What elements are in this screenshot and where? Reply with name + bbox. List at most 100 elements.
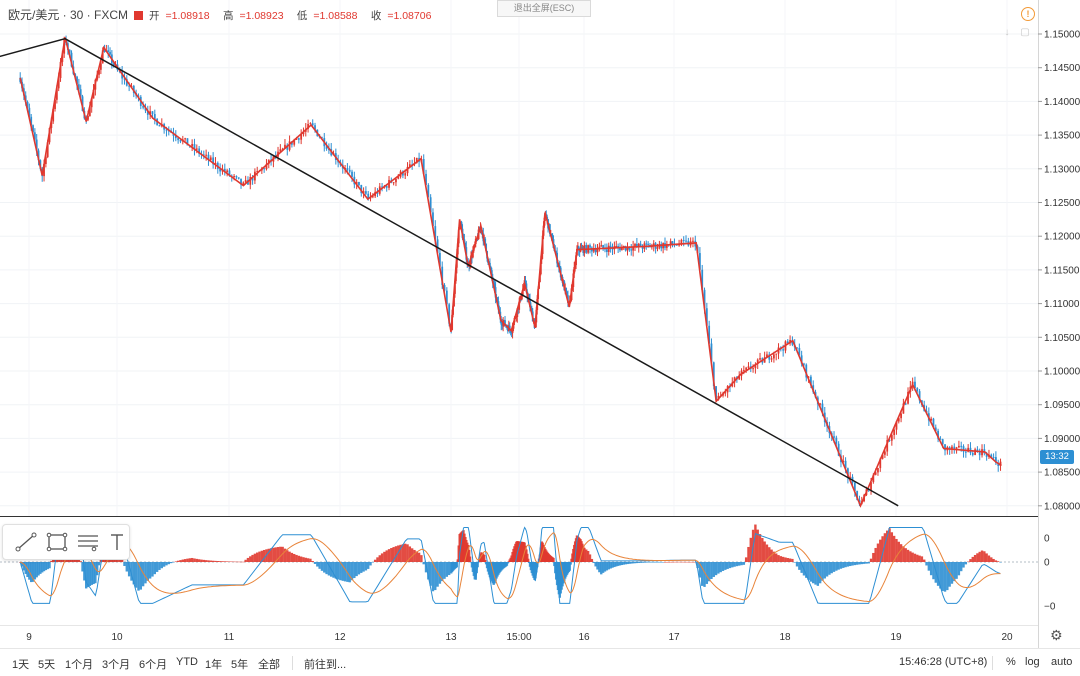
price-chart[interactable]: 1.15000 1.14500 1.14000 1.13500 1.13000 1.125… (0, 0, 1080, 648)
macd-histogram-bar (153, 562, 156, 575)
macd-histogram-bar (85, 562, 88, 589)
candle-body (448, 304, 451, 324)
candle-body (626, 246, 629, 251)
download-icon[interactable]: ↓ (1004, 27, 1010, 38)
exit-fullscreen-button[interactable]: 退出全屏(ESC) (497, 0, 591, 17)
range-1m[interactable]: 1个月 (65, 659, 94, 671)
macd-histogram-bar (380, 553, 384, 562)
candle-body (325, 146, 328, 149)
log-toggle[interactable]: log (1025, 656, 1040, 668)
macd-histogram-bar (258, 551, 261, 562)
candle-body (314, 125, 316, 130)
candle-body (493, 283, 496, 288)
candle-body (376, 191, 379, 194)
range-all[interactable]: 全部 (258, 659, 280, 671)
indicator-tick-label: 0 (1044, 534, 1050, 545)
candle-body (617, 246, 620, 248)
macd-histogram-bar (207, 560, 210, 562)
percent-toggle[interactable]: % (1006, 656, 1016, 668)
candle-body (675, 244, 678, 246)
macd-histogram-bar (620, 562, 624, 566)
candle-body (589, 245, 591, 248)
flag-icon[interactable] (134, 11, 144, 20)
candle-body (810, 376, 812, 386)
candle-body (263, 168, 266, 170)
macd-histogram-bar (320, 562, 324, 571)
candle-body (186, 138, 189, 146)
candle-body (849, 476, 852, 478)
macd-histogram-bar (190, 557, 194, 562)
price-tick-label: 1.11000 (1044, 299, 1080, 310)
macd-histogram-bar (436, 562, 439, 587)
macd-histogram-bar (123, 562, 126, 566)
macd-histogram-bar (350, 562, 354, 581)
macd-histogram-bar (886, 530, 889, 562)
candle-body (872, 474, 875, 483)
macd-histogram-bar (927, 562, 931, 571)
macd-histogram-bar (703, 562, 706, 587)
rectangle-tool-icon[interactable] (44, 530, 70, 554)
fib-tool-icon[interactable] (75, 530, 101, 554)
candle-body (242, 182, 245, 185)
candle-body (515, 316, 518, 318)
range-6m[interactable]: 6个月 (139, 659, 168, 671)
macd-histogram-bar (899, 544, 903, 562)
macd-histogram-bar (415, 551, 418, 562)
candle-body (594, 249, 597, 253)
macd-histogram-bar (311, 561, 314, 562)
range-1y[interactable]: 1年 (205, 659, 223, 671)
trendline-tool-icon[interactable] (13, 530, 39, 554)
macd-histogram-bar (130, 562, 133, 581)
time-tick-label: 9 (26, 632, 32, 643)
macd-histogram-bar (341, 562, 344, 581)
auto-toggle[interactable]: auto (1051, 656, 1073, 668)
candle-body (237, 177, 240, 179)
macd-histogram-bar (288, 551, 291, 562)
range-ytd[interactable]: YTD (176, 656, 198, 668)
macd-histogram-bar (193, 558, 196, 562)
symbol-title[interactable]: 欧元/美元 · 30 · FXCM (8, 8, 129, 22)
candle-body (233, 176, 235, 178)
macd-histogram-bar (323, 562, 326, 573)
macd-histogram-bar (313, 562, 317, 564)
macd-histogram-bar (583, 547, 586, 562)
clock-display[interactable]: 15:46:28 (UTC+8) (899, 656, 988, 668)
macd-histogram-bar (946, 562, 949, 591)
macd-histogram-bar (846, 562, 850, 567)
settings-gear-icon[interactable]: ⚙ (1050, 627, 1063, 643)
candle-body (874, 472, 877, 475)
candle-body (26, 101, 29, 108)
macd-histogram-bar (353, 562, 356, 579)
macd-histogram-bar (601, 562, 605, 573)
macd-histogram-bar (251, 554, 254, 562)
text-tool-icon[interactable] (104, 530, 130, 554)
snapshot-icon[interactable]: ▢ (1020, 27, 1030, 38)
candle-body (235, 176, 238, 178)
macd-histogram-bar (410, 548, 414, 562)
candle-body (33, 132, 36, 140)
candle-body (311, 123, 314, 126)
macd-histogram-bar (738, 562, 741, 566)
goto-button[interactable]: 前往到... (304, 659, 347, 671)
candle-body (77, 84, 80, 90)
macd-histogram-bar (79, 561, 82, 562)
range-5y[interactable]: 5年 (231, 659, 249, 671)
macd-histogram-bar (756, 529, 759, 562)
range-3m[interactable]: 3个月 (102, 659, 131, 671)
range-5d[interactable]: 5天 (38, 659, 56, 671)
candle-body (550, 233, 553, 236)
macd-histogram-bar (30, 562, 33, 583)
macd-histogram-bar (624, 562, 627, 565)
candle-body (367, 193, 370, 199)
open-label: 开 (149, 10, 160, 22)
range-1d[interactable]: 1天 (12, 659, 30, 671)
macd-histogram-bar (646, 562, 650, 563)
macd-histogram-bar (420, 555, 423, 562)
alert-icon[interactable]: ! (1021, 7, 1035, 21)
candle-body (501, 324, 504, 326)
macd-histogram-bar (932, 562, 935, 580)
candle-body (358, 182, 360, 185)
candle-body (641, 247, 644, 249)
candle-body (999, 461, 1002, 466)
price-tick-label: 1.14000 (1044, 97, 1080, 108)
